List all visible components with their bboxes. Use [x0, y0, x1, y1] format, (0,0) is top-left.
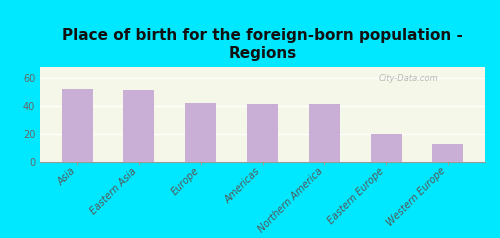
- Title: Place of birth for the foreign-born population -
Regions: Place of birth for the foreign-born popu…: [62, 28, 463, 61]
- Bar: [124, 90, 154, 162]
- Bar: [309, 104, 340, 162]
- Text: City-Data.com: City-Data.com: [378, 74, 438, 83]
- Bar: [432, 144, 464, 162]
- Bar: [370, 134, 402, 162]
- Bar: [185, 103, 216, 162]
- Bar: [247, 104, 278, 162]
- Bar: [62, 89, 92, 162]
